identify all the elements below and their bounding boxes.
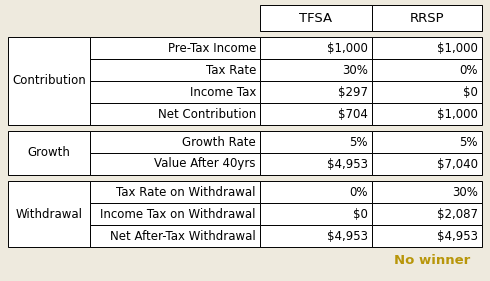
Text: TFSA: TFSA xyxy=(299,12,333,24)
Text: 30%: 30% xyxy=(342,64,368,76)
Text: 5%: 5% xyxy=(349,135,368,148)
Bar xyxy=(8,131,90,175)
Bar xyxy=(260,5,372,31)
Bar xyxy=(90,203,260,225)
Bar xyxy=(260,225,372,247)
Text: No winner: No winner xyxy=(394,255,470,268)
Text: $297: $297 xyxy=(338,85,368,99)
Text: $704: $704 xyxy=(338,108,368,121)
Text: $4,953: $4,953 xyxy=(437,230,478,243)
Text: $1,000: $1,000 xyxy=(437,108,478,121)
Bar xyxy=(372,225,482,247)
Text: $1,000: $1,000 xyxy=(437,42,478,55)
Text: Growth: Growth xyxy=(27,146,71,160)
Text: $2,087: $2,087 xyxy=(437,207,478,221)
Text: Value After 40yrs: Value After 40yrs xyxy=(154,157,256,171)
Bar xyxy=(90,81,260,103)
Bar xyxy=(260,181,372,203)
Bar xyxy=(90,131,260,153)
Text: Income Tax on Withdrawal: Income Tax on Withdrawal xyxy=(100,207,256,221)
Text: $0: $0 xyxy=(463,85,478,99)
Text: Tax Rate on Withdrawal: Tax Rate on Withdrawal xyxy=(117,185,256,198)
Bar xyxy=(372,153,482,175)
Text: Income Tax: Income Tax xyxy=(190,85,256,99)
Bar xyxy=(372,181,482,203)
Bar xyxy=(372,103,482,125)
Bar xyxy=(372,5,482,31)
Bar xyxy=(260,131,372,153)
Text: Net After-Tax Withdrawal: Net After-Tax Withdrawal xyxy=(110,230,256,243)
Bar xyxy=(90,103,260,125)
Bar xyxy=(260,203,372,225)
Bar xyxy=(260,59,372,81)
Text: 5%: 5% xyxy=(460,135,478,148)
Text: Growth Rate: Growth Rate xyxy=(182,135,256,148)
Text: $0: $0 xyxy=(353,207,368,221)
Bar xyxy=(372,131,482,153)
Text: $7,040: $7,040 xyxy=(437,157,478,171)
Text: 0%: 0% xyxy=(349,185,368,198)
Text: Withdrawal: Withdrawal xyxy=(16,207,82,221)
Text: Net Contribution: Net Contribution xyxy=(158,108,256,121)
Bar xyxy=(90,225,260,247)
Bar xyxy=(260,153,372,175)
Text: Tax Rate: Tax Rate xyxy=(206,64,256,76)
Bar xyxy=(90,153,260,175)
Text: RRSP: RRSP xyxy=(410,12,444,24)
Bar xyxy=(372,59,482,81)
Bar xyxy=(8,37,90,125)
Bar xyxy=(90,181,260,203)
Bar xyxy=(260,81,372,103)
Text: $4,953: $4,953 xyxy=(327,230,368,243)
Text: 0%: 0% xyxy=(460,64,478,76)
Bar xyxy=(90,37,260,59)
Text: $1,000: $1,000 xyxy=(327,42,368,55)
Bar xyxy=(372,81,482,103)
Bar xyxy=(8,181,90,247)
Text: Pre-Tax Income: Pre-Tax Income xyxy=(168,42,256,55)
Bar xyxy=(90,59,260,81)
Text: $4,953: $4,953 xyxy=(327,157,368,171)
Bar xyxy=(372,37,482,59)
Text: Contribution: Contribution xyxy=(12,74,86,87)
Bar xyxy=(260,37,372,59)
Text: 30%: 30% xyxy=(452,185,478,198)
Bar xyxy=(372,203,482,225)
Bar xyxy=(260,103,372,125)
